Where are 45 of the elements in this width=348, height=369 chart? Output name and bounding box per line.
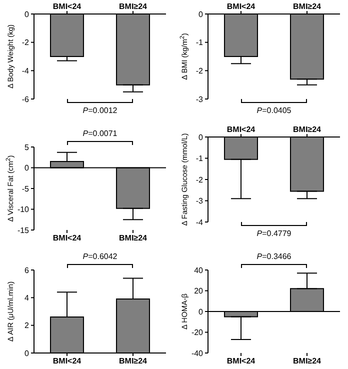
y-tick-label: 20 [194,286,204,296]
x-tick-label: BMI<24 [226,2,256,11]
y-tick-label: -4 [196,218,204,227]
x-tick-label: BMI<24 [52,356,82,366]
y-tick-label: -3 [196,94,204,104]
y-tick-label: 0 [24,10,30,19]
y-tick-label: -10 [17,205,30,214]
x-tick-label: BMI<24 [52,2,82,11]
x-tick-label: BMI≥24 [293,125,322,134]
y-tick-label: 0 [198,10,204,19]
text: P=0.0405 [256,106,292,115]
y-tick-label: -5 [22,184,30,194]
x-tick-label: BMI<24 [52,234,82,243]
text: P=0.0071 [82,129,118,138]
text: P=0.6042 [82,252,118,261]
x-tick-label: BMI≥24 [119,356,148,366]
x-tick-label: BMI<24 [226,356,256,366]
y-tick-label: -1 [196,154,204,164]
y-tick-label: 6 [24,266,30,275]
y-tick-label: 2 [24,321,30,330]
y-tick-label: -2 [196,66,204,76]
y-tick-label: -4 [22,66,30,76]
y-tick-label: -6 [22,94,30,104]
text: P=0.4779 [256,229,292,238]
y-tick-label: 4 [24,294,30,303]
y-tick-label: 5 [24,142,30,152]
y-tick-label: -2 [22,38,30,48]
y-tick-label: -40 [191,348,204,358]
x-tick-label: BMI≥24 [293,2,322,11]
x-tick-label: BMI≥24 [119,234,148,243]
y-tick-label: 0 [198,132,204,142]
y-tick-label: -3 [196,196,204,206]
y-tick-label: -2 [196,175,204,184]
x-tick-label: BMI≥24 [119,2,148,11]
text: P=0.3466 [256,252,292,261]
x-tick-label: BMI<24 [226,125,256,134]
text: P=0.0012 [82,106,118,115]
y-tick-label: -1 [196,38,204,48]
y-tick-label: 40 [194,266,204,275]
y-tick-label: 0 [24,164,30,173]
y-tick-label: -15 [17,226,30,235]
y-tick-label: -20 [191,328,204,338]
y-tick-label: 0 [24,348,30,358]
x-tick-label: BMI≥24 [293,356,322,366]
y-tick-label: 0 [198,307,204,316]
